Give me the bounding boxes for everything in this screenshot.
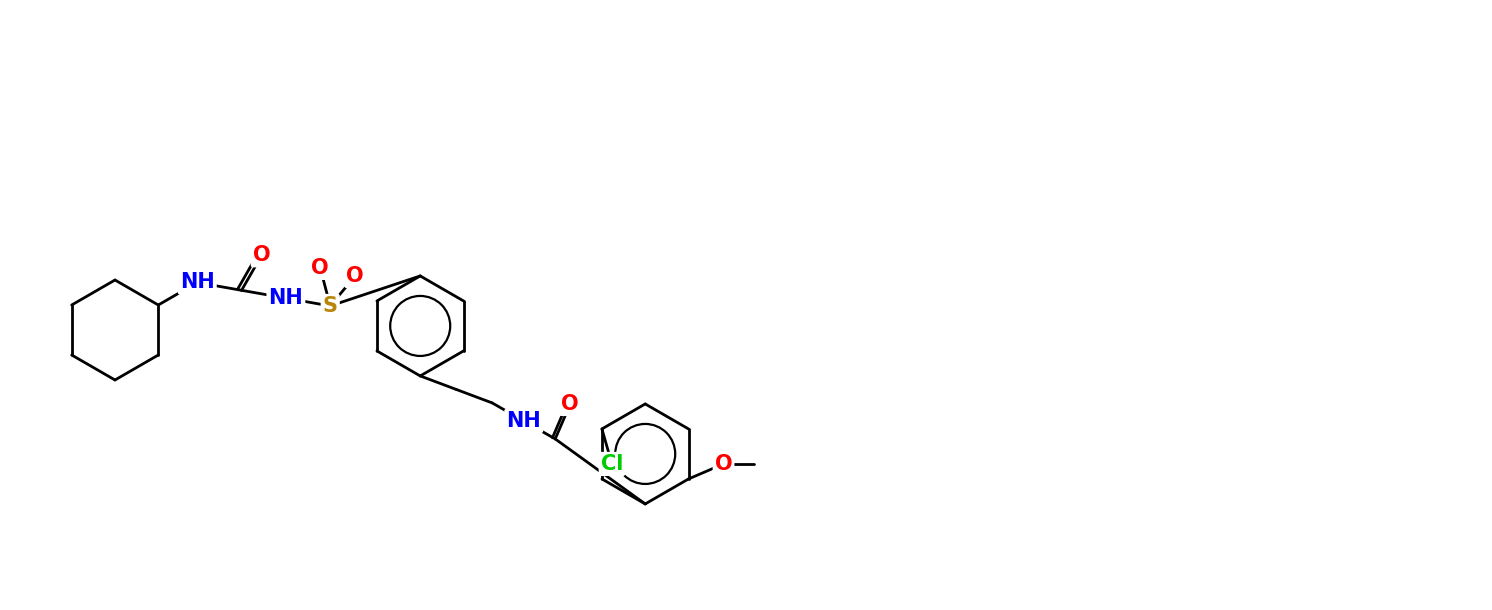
Text: O: O bbox=[312, 258, 330, 278]
Text: NH: NH bbox=[506, 411, 542, 431]
Text: S: S bbox=[322, 296, 337, 316]
Text: O: O bbox=[346, 266, 364, 286]
Text: NH: NH bbox=[181, 273, 215, 293]
Text: NH: NH bbox=[269, 288, 303, 308]
Text: O: O bbox=[561, 394, 579, 414]
Text: Cl: Cl bbox=[601, 454, 624, 474]
Text: O: O bbox=[252, 245, 270, 265]
Text: O: O bbox=[715, 454, 733, 474]
